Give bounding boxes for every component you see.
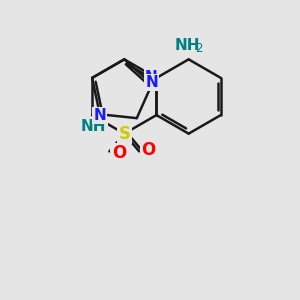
- Text: O: O: [112, 144, 126, 162]
- Text: N: N: [94, 108, 106, 123]
- Text: NH: NH: [174, 38, 200, 52]
- Text: O: O: [142, 141, 156, 159]
- Text: S: S: [118, 125, 130, 143]
- Text: N: N: [145, 70, 158, 86]
- Text: 2: 2: [196, 42, 203, 55]
- Text: N: N: [146, 75, 158, 90]
- Text: NH: NH: [81, 119, 106, 134]
